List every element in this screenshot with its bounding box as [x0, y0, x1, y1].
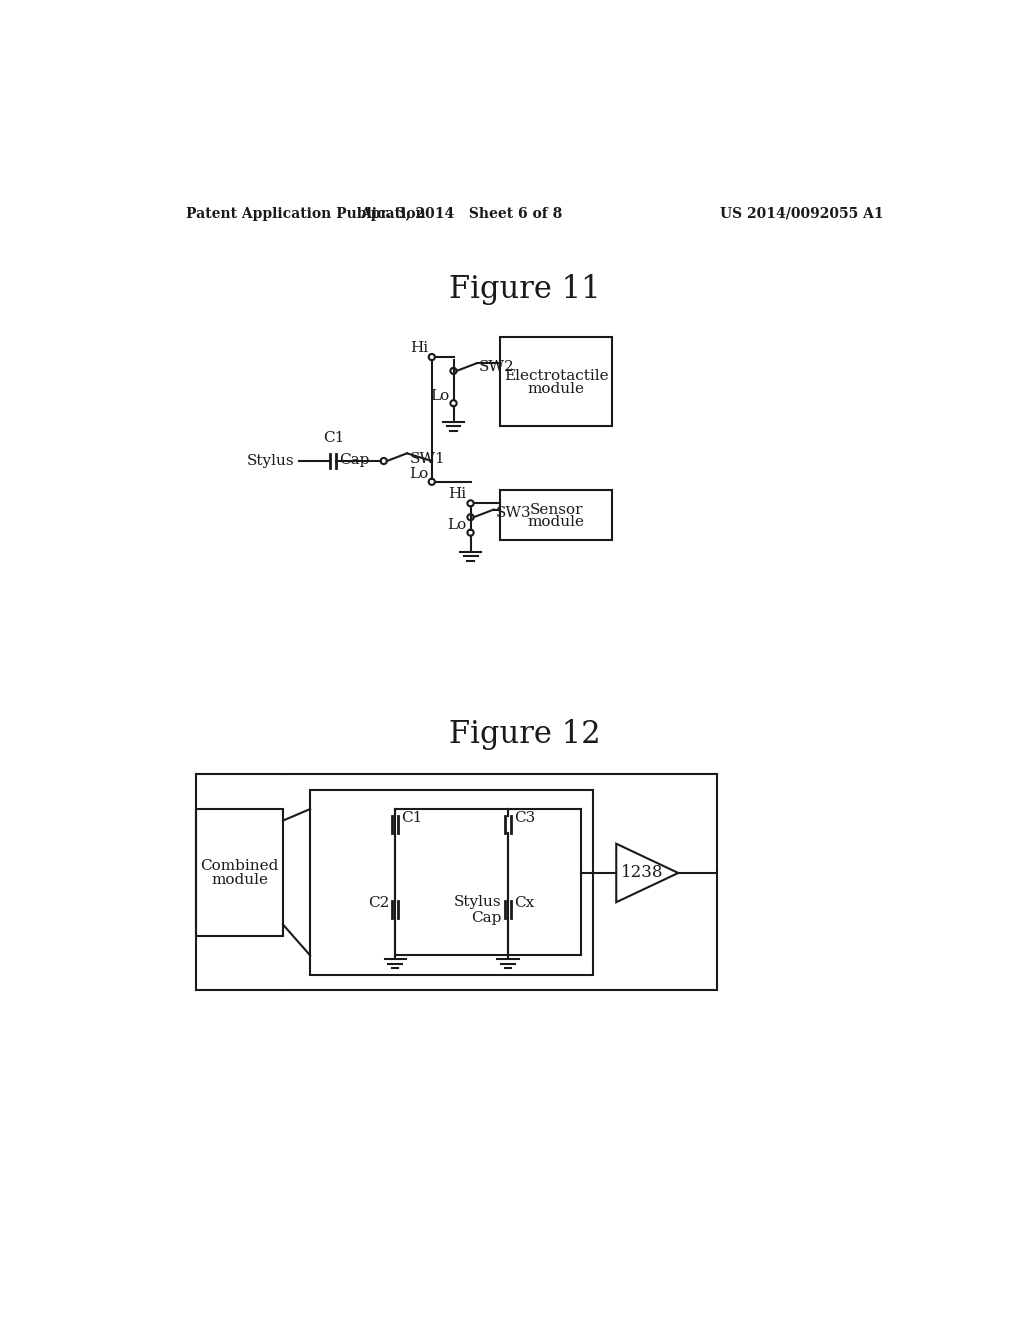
Text: Cx: Cx [514, 896, 535, 909]
Text: SW2: SW2 [479, 360, 515, 374]
Text: Cap: Cap [471, 911, 502, 925]
Text: Apr. 3, 2014   Sheet 6 of 8: Apr. 3, 2014 Sheet 6 of 8 [360, 207, 562, 220]
Text: Cap: Cap [339, 453, 370, 467]
Text: Electrotactile: Electrotactile [504, 370, 608, 383]
Bar [500, 337, 612, 426]
Text: C1: C1 [401, 812, 423, 825]
Text: module: module [527, 381, 585, 396]
Text: C1: C1 [323, 430, 344, 445]
Text: SW1: SW1 [410, 451, 445, 466]
Text: Figure 12: Figure 12 [449, 719, 601, 750]
Text: module: module [211, 873, 268, 887]
Text: Patent Application Publication: Patent Application Publication [186, 207, 426, 220]
Text: Combined: Combined [201, 859, 279, 874]
Text: Lo: Lo [447, 517, 467, 532]
Text: Hi: Hi [410, 341, 428, 355]
Text: SW3: SW3 [496, 507, 531, 520]
Text: Stylus: Stylus [247, 454, 295, 469]
Text: US 2014/0092055 A1: US 2014/0092055 A1 [721, 207, 884, 220]
Text: Sensor: Sensor [529, 503, 583, 516]
Text: Figure 11: Figure 11 [449, 273, 601, 305]
Bar [197, 809, 283, 936]
Text: Stylus: Stylus [454, 895, 502, 908]
Text: 1238: 1238 [621, 865, 664, 882]
Bar [310, 789, 593, 974]
Text: Hi: Hi [449, 487, 467, 502]
Text: module: module [527, 515, 585, 529]
Text: Lo: Lo [409, 467, 428, 480]
Text: Lo: Lo [430, 388, 450, 403]
Bar [500, 490, 612, 540]
Text: C3: C3 [514, 812, 536, 825]
Text: C2: C2 [368, 896, 389, 909]
